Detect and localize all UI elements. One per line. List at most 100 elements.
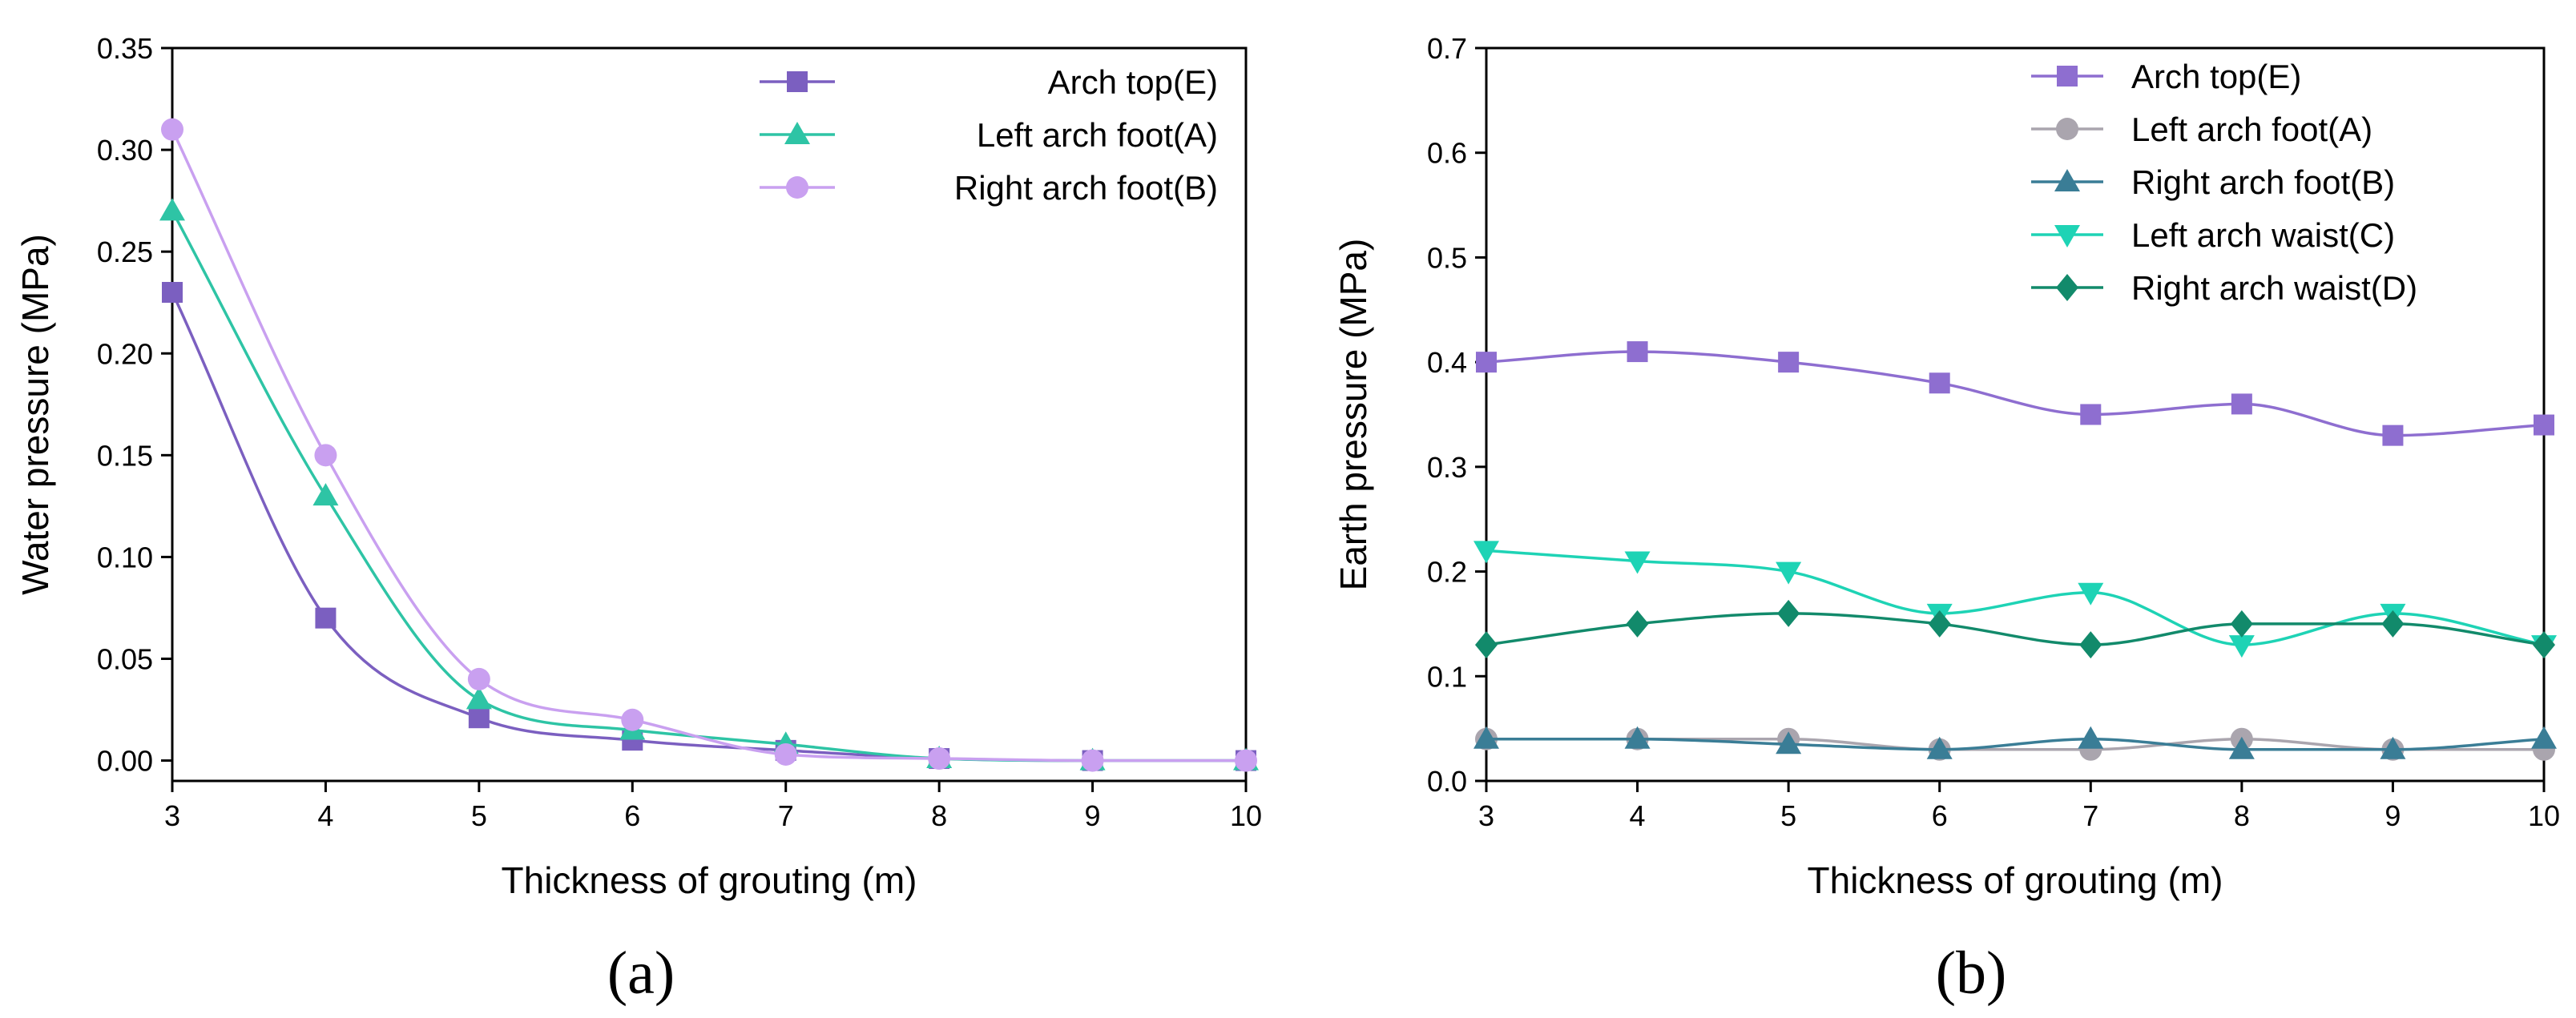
data-point [1627, 341, 1648, 363]
data-point [1777, 599, 1800, 627]
x-tick-label: 9 [1085, 799, 1101, 832]
data-point [1081, 749, 1104, 772]
x-tick-label: 3 [164, 799, 180, 832]
series-line [1486, 612, 2545, 646]
data-point [2080, 404, 2102, 425]
x-tick-label: 6 [624, 799, 640, 832]
y-tick-label: 0.1 [1427, 660, 1467, 693]
legend-entry: Arch top(E) [760, 63, 1218, 101]
x-axis-title: Thickness of grouting (m) [1808, 859, 2223, 901]
data-point [467, 667, 490, 690]
data-point [2079, 631, 2102, 659]
data-point [774, 742, 797, 766]
y-tick-label: 0.4 [1427, 346, 1467, 379]
y-tick-label: 0.10 [97, 541, 153, 573]
y-tick-label: 0.5 [1427, 241, 1467, 274]
legend-entry: Right arch foot(B) [760, 169, 1218, 207]
data-point [1778, 352, 1800, 373]
data-point [928, 747, 951, 771]
data-point [1776, 561, 1802, 585]
data-point [466, 686, 492, 710]
y-tick-label: 0.25 [97, 235, 153, 268]
data-point [1473, 726, 1499, 749]
legend-marker [2054, 169, 2080, 191]
data-point [2381, 610, 2405, 638]
series-4 [1473, 541, 2557, 658]
y-axis-title: Earth pressure (MPa) [1332, 239, 1374, 591]
chart-panel-1: 3 4 5 6 7 8 9 10 0.00 0.05 0.10 0.15 0.20 0.25 0.30 0.3… [14, 32, 1262, 1007]
legend-marker [2056, 274, 2078, 301]
y-tick-label: 0.15 [97, 439, 153, 472]
x-tick-label: 4 [1630, 799, 1646, 832]
legend-label: Left arch foot(A) [2131, 111, 2372, 148]
legend-label: Left arch waist(C) [2131, 216, 2395, 254]
y-tick-label: 0.6 [1427, 137, 1467, 170]
legend-label: Arch top(E) [1048, 63, 1218, 101]
data-point [161, 118, 183, 141]
legend-marker [2054, 225, 2080, 247]
data-point [1928, 610, 1951, 638]
series-1 [162, 282, 1256, 771]
data-point [2228, 736, 2255, 759]
x-tick-label: 7 [2082, 799, 2098, 832]
series-line [1486, 737, 2545, 751]
x-axis-title: Thickness of grouting (m) [502, 859, 917, 901]
x-tick-label: 6 [1932, 799, 1948, 832]
data-point [1626, 610, 1649, 638]
x-tick-label: 8 [931, 799, 947, 832]
y-tick-label: 0.7 [1427, 32, 1467, 65]
data-point [2531, 726, 2557, 749]
y-tick-label: 0.05 [97, 643, 153, 676]
legend-entry: Right arch foot(B) [2031, 163, 2395, 201]
series-line [171, 128, 1246, 762]
y-tick-label: 0.00 [97, 745, 153, 778]
legend-label: Right arch foot(B) [2131, 163, 2395, 201]
x-tick-label: 5 [1780, 799, 1796, 832]
data-point [2534, 414, 2554, 436]
data-point [1776, 731, 1802, 754]
y-tick-label: 0.30 [97, 134, 153, 167]
data-point [2228, 635, 2255, 658]
legend-marker [784, 122, 810, 144]
data-point [1926, 736, 1953, 759]
data-point [2078, 582, 2104, 606]
x-tick-label: 5 [471, 799, 487, 832]
y-tick-label: 0.35 [97, 32, 153, 65]
panel-label: (a) [607, 940, 675, 1007]
legend: Arch top(E) Left arch foot(A) Right arch f… [760, 63, 1218, 207]
data-point [2382, 425, 2404, 446]
series-line [1486, 350, 2545, 437]
series-line [171, 292, 1246, 762]
legend-marker [2056, 118, 2078, 140]
legend-label: Right arch foot(B) [954, 169, 1218, 207]
legend-entry: Left arch foot(A) [2031, 111, 2372, 148]
data-point [1624, 551, 1651, 574]
x-tick-label: 8 [2234, 799, 2250, 832]
y-tick-label: 0.3 [1427, 451, 1467, 484]
data-point [2078, 726, 2104, 749]
data-point [2380, 736, 2406, 759]
y-tick-label: 0.2 [1427, 556, 1467, 589]
data-point [312, 483, 339, 506]
data-point [315, 607, 337, 629]
data-point [1624, 726, 1651, 749]
series-3 [1473, 726, 2557, 759]
legend-entry: Right arch waist(D) [2031, 269, 2417, 307]
data-point [314, 444, 337, 467]
data-point [468, 707, 490, 729]
y-tick-label: 0.0 [1427, 765, 1467, 798]
x-tick-label: 3 [1478, 799, 1494, 832]
legend-marker [787, 71, 808, 92]
legend-entry: Left arch waist(C) [2031, 216, 2395, 254]
legend-label: Left arch foot(A) [977, 116, 1218, 154]
legend-entry: Left arch foot(A) [760, 116, 1218, 154]
plot-frame [1485, 46, 2546, 783]
data-point [1929, 372, 1950, 394]
data-point [2231, 393, 2252, 415]
series-5 [1475, 599, 2555, 659]
chart-panel-2: 3 4 5 6 7 8 9 10 0.0 0.1 0.2 0.3 0.4 0.5 0.6 0.7 Thickne… [1332, 32, 2560, 1007]
series-3 [161, 118, 1257, 772]
data-point [621, 708, 644, 731]
legend-entry: Arch top(E) [2031, 58, 2301, 95]
